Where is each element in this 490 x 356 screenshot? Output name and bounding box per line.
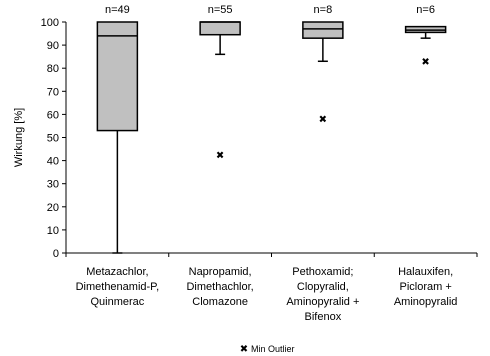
y-tick-label: 100	[41, 17, 59, 29]
n-label: n=6	[416, 4, 435, 16]
outlier-marker: ✖	[421, 57, 429, 68]
n-label: n=55	[208, 4, 233, 16]
y-axis-ticks: 0 10 20 30 40 50 60 70 80 90 100	[41, 17, 66, 260]
n-label: n=49	[105, 4, 130, 16]
category-label-line: Halauxifen,	[398, 266, 453, 278]
category-label-line: Clopyralid,	[297, 281, 349, 293]
legend: ✖ Min Outlier	[240, 344, 295, 355]
y-tick-label: 90	[47, 40, 59, 52]
y-axis-title: Wirkung [%]	[13, 108, 25, 167]
iqr-box	[302, 21, 344, 39]
category-label-line: Picloram +	[399, 281, 451, 293]
box-1: n=49	[96, 4, 139, 254]
y-tick-label: 40	[47, 156, 59, 168]
category-labels: Metazachlor, Dimethenamid-P, Quinmerac Napr…	[76, 266, 458, 323]
iqr-box	[199, 21, 241, 36]
category-label-line: Napropamid,	[189, 266, 252, 278]
category-label-line: Dimethenamid-P,	[76, 281, 160, 293]
outlier-marker: ✖	[319, 115, 327, 126]
legend-label: Min Outlier	[251, 344, 295, 354]
y-tick-label: 80	[47, 63, 59, 75]
category-label-3: Pethoxamid; Clopyralid, Aminopyralid + Bife…	[286, 266, 359, 323]
y-tick-label: 30	[47, 179, 59, 191]
y-tick-label: 20	[47, 202, 59, 214]
box-3: ✖ n=8	[302, 4, 344, 126]
category-label-line: Clomazone	[192, 296, 248, 308]
y-tick-label: 0	[53, 248, 59, 260]
n-label: n=8	[314, 4, 333, 16]
category-label-line: Dimethachlor,	[186, 281, 253, 293]
category-label-1: Metazachlor, Dimethenamid-P, Quinmerac	[76, 266, 160, 308]
category-label-4: Halauxifen, Picloram + Aminopyralid	[394, 266, 458, 308]
category-label-2: Napropamid, Dimethachlor, Clomazone	[186, 266, 253, 308]
box-4: ✖ n=6	[404, 4, 447, 68]
legend-marker-icon: ✖	[240, 344, 248, 355]
y-tick-label: 60	[47, 109, 59, 121]
category-label-line: Bifenox	[305, 311, 342, 323]
y-tick-label: 50	[47, 133, 59, 145]
category-label-line: Quinmerac	[90, 296, 144, 308]
y-tick-label: 70	[47, 86, 59, 98]
box-2: ✖ n=55	[199, 4, 241, 161]
iqr-box	[96, 21, 139, 132]
y-tick-label: 10	[47, 225, 59, 237]
category-label-line: Metazachlor,	[86, 266, 148, 278]
boxes: n=49 ✖ n=55 ✖ n=8 ✖ n=6	[96, 4, 447, 254]
category-label-line: Aminopyralid +	[286, 296, 359, 308]
category-label-line: Pethoxamid;	[292, 266, 353, 278]
category-label-line: Aminopyralid	[394, 296, 458, 308]
outlier-marker: ✖	[216, 150, 224, 161]
